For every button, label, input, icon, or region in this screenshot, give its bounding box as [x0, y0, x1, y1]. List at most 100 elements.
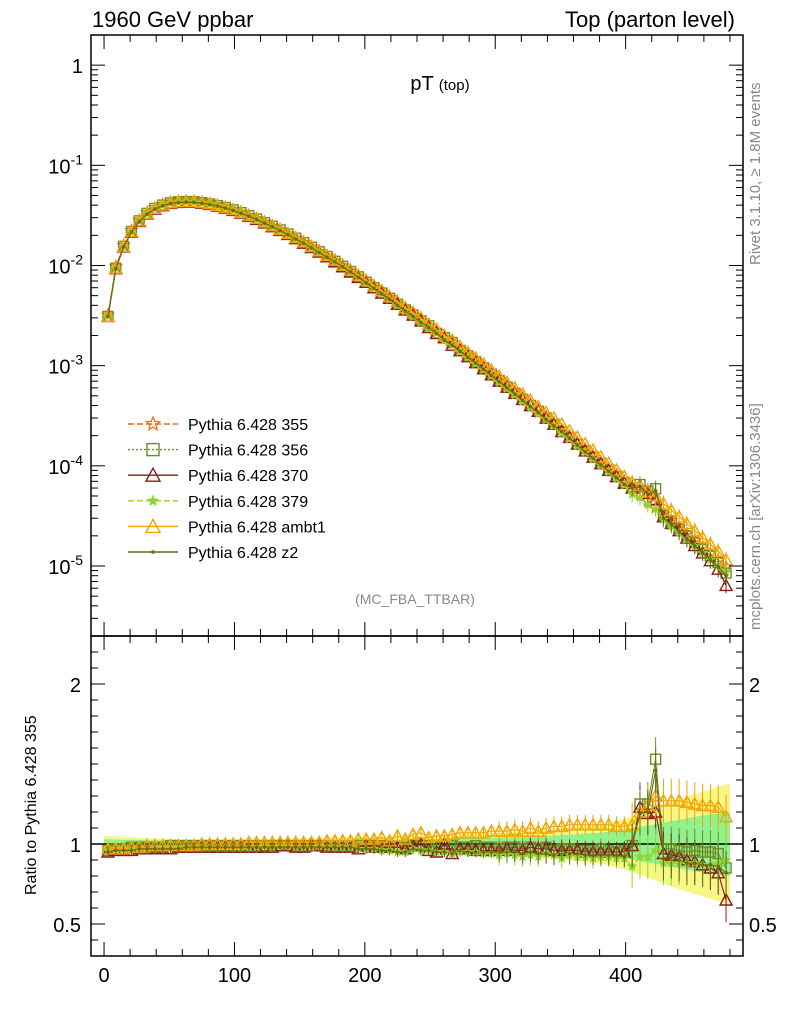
data-point	[286, 232, 290, 237]
data-point	[411, 314, 415, 319]
data-point	[656, 496, 671, 510]
data-point	[325, 255, 329, 259]
ratio-point	[481, 850, 486, 854]
ratio-point	[617, 818, 632, 833]
data-point	[163, 195, 178, 209]
data-point	[340, 265, 345, 269]
data-point	[106, 314, 110, 319]
analysis-tag: (MC_FBA_TTBAR)	[355, 591, 475, 607]
ratio-point	[460, 825, 476, 839]
ratio-point	[476, 825, 491, 839]
ratio-point	[413, 825, 429, 839]
ratio-point	[395, 850, 400, 854]
data-point	[395, 303, 400, 308]
legend-item-ambt1: Pythia 6.428 ambt1	[128, 517, 326, 536]
data-point	[137, 219, 142, 224]
ratio-panel: 0.5 0.5 1 1 2 2 0 100 200 300 400 Ratio to Pythia …	[23, 635, 777, 987]
ratio-axis-ticks: 0.5 0.5 1 1 2 2 0 100 200 300 400	[53, 636, 777, 987]
ratio-point	[650, 844, 661, 855]
ratio-point	[129, 848, 134, 853]
ratio-point	[507, 822, 522, 836]
legend-label: Pythia 6.428 z2	[188, 545, 298, 562]
ratio-point	[458, 848, 462, 853]
ratio-point	[301, 845, 306, 849]
ratio-point	[646, 810, 650, 814]
ratio-point	[390, 828, 405, 842]
ratio-point	[340, 845, 345, 849]
ratio-point	[656, 793, 671, 807]
ratio-point	[700, 863, 705, 867]
ratio-point	[711, 799, 726, 813]
legend-label: Pythia 6.428 ambt1	[188, 519, 326, 536]
x-tick-label: 300	[479, 965, 512, 987]
ratio-point	[497, 850, 501, 854]
data-point	[473, 361, 478, 365]
ratio-point	[528, 850, 533, 854]
ratio-point	[254, 845, 259, 849]
ratio-point	[695, 798, 710, 812]
ratio-point	[513, 850, 517, 854]
legend-swatch-marker	[151, 550, 155, 554]
ratio-point	[685, 861, 689, 865]
data-point	[562, 423, 577, 437]
ratio-point	[466, 850, 470, 854]
data-point	[450, 343, 455, 348]
data-point	[426, 325, 431, 330]
data-point	[489, 373, 494, 378]
ratio-point	[484, 823, 499, 837]
data-point	[239, 211, 243, 215]
ratio-point	[499, 823, 515, 837]
plot-title-main: pT	[410, 73, 433, 95]
ratio-point	[585, 817, 601, 831]
data-point	[113, 266, 118, 271]
ratio-point	[606, 853, 611, 857]
ratio-point	[442, 850, 447, 854]
data-point	[703, 536, 718, 550]
data-point	[246, 214, 251, 218]
data-point	[301, 241, 306, 245]
data-point	[671, 509, 687, 523]
data-point	[466, 355, 470, 360]
data-point	[520, 398, 525, 403]
data-point	[382, 289, 397, 303]
legend-swatch-marker	[144, 466, 162, 482]
data-point	[583, 450, 588, 454]
x-tick-label: 400	[609, 965, 642, 987]
data-point	[153, 207, 157, 211]
ratio-point	[348, 845, 353, 849]
side-label-bottom: mcplots.cern.ch [arXiv:1306.3436]	[747, 403, 764, 630]
data-point	[716, 565, 721, 569]
data-point	[606, 469, 611, 474]
data-point	[653, 489, 658, 493]
data-point	[570, 429, 585, 443]
data-point	[108, 260, 123, 274]
data-point	[442, 338, 447, 342]
data-point	[648, 488, 663, 502]
legend-swatch-marker	[144, 415, 162, 431]
main-panel: 1 10-1 10-2 10-3 10-4 10-5 pT (top) (MC_FBA_TT…	[48, 34, 744, 637]
data-point	[599, 463, 603, 467]
ratio-point	[679, 794, 695, 809]
ratio-point	[293, 845, 298, 849]
ratio-point	[278, 845, 282, 849]
data-point	[458, 349, 462, 354]
legend-swatch-marker	[146, 442, 160, 457]
x-tick-label: 200	[348, 965, 381, 987]
data-point	[184, 200, 188, 204]
data-point	[293, 237, 298, 241]
data-point	[708, 558, 713, 562]
y-tick-label: 10-1	[48, 151, 83, 178]
data-point	[638, 484, 642, 489]
y-tick-label: 10-3	[48, 352, 83, 379]
data-point	[278, 228, 282, 233]
header-right: Top (parton level)	[565, 7, 735, 32]
y-tick-label: 10-2	[48, 251, 83, 278]
ratio-marks	[91, 737, 743, 922]
main-marks	[100, 193, 734, 594]
ratio-point	[207, 845, 212, 849]
data-point	[434, 331, 439, 336]
ratio-point	[538, 820, 554, 834]
data-point	[692, 544, 697, 548]
data-point	[176, 200, 181, 205]
ratio-point	[286, 845, 290, 849]
